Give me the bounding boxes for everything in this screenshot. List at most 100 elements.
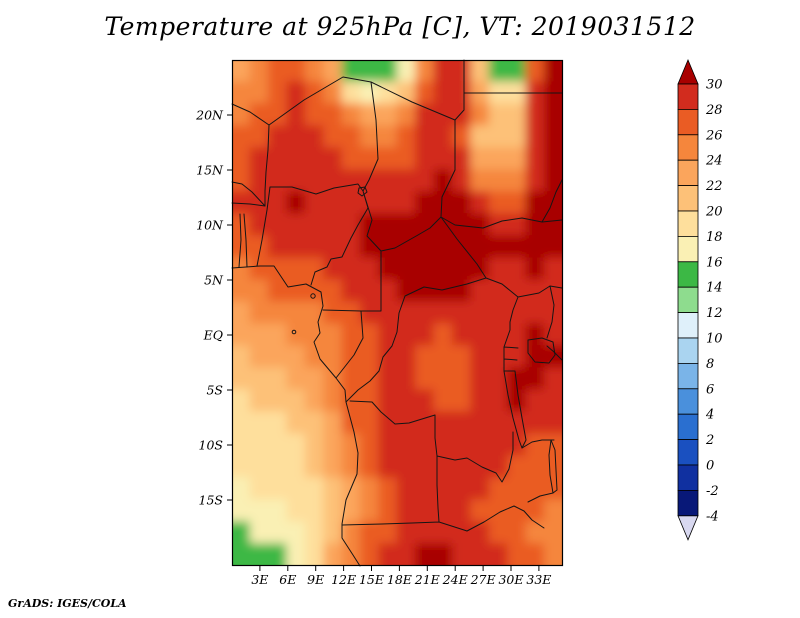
colorbar-label: 20 xyxy=(705,205,723,220)
heatmap-cell xyxy=(470,60,491,83)
map-plot: 20N 15N 10N 5N EQ 5S 10S 15S 3E 6E 9E 12E 15E 18E 21E… xyxy=(195,59,564,587)
heatmap-cell xyxy=(378,389,399,413)
heatmap-cell xyxy=(249,279,270,303)
heatmap-cell xyxy=(451,455,472,479)
heatmap-cell xyxy=(470,477,491,501)
heatmap-cell xyxy=(378,345,399,369)
heatmap-cell xyxy=(360,147,380,171)
heatmap-cell xyxy=(488,499,509,523)
heatmap-cell xyxy=(507,191,527,215)
heatmap-cell xyxy=(304,499,325,523)
heatmap-cell xyxy=(415,147,435,171)
heatmap-cell xyxy=(415,433,435,457)
heatmap-cell xyxy=(323,235,344,259)
heatmap-cell xyxy=(488,521,509,545)
heatmap-cell xyxy=(396,257,417,281)
heatmap-cell xyxy=(396,345,417,369)
heatmap-cell xyxy=(249,125,270,149)
heatmap-cell xyxy=(451,125,472,149)
heatmap-cell xyxy=(304,213,325,237)
colorbar-band xyxy=(677,134,699,161)
heatmap-cell xyxy=(232,433,252,457)
heatmap-cell xyxy=(360,125,380,149)
heatmap-cell xyxy=(323,367,344,391)
heatmap-cell xyxy=(304,301,325,325)
heatmap-cell xyxy=(249,367,270,391)
heatmap-cell xyxy=(232,477,252,501)
heatmap-cell xyxy=(286,499,307,523)
heatmap-cell xyxy=(360,323,380,347)
heatmap-cell xyxy=(304,279,325,303)
heatmap-cell xyxy=(488,323,509,347)
heatmap-cell xyxy=(268,301,288,325)
heatmap-cell xyxy=(543,169,563,193)
heatmap-cell xyxy=(525,543,546,566)
heatmap-cell xyxy=(415,103,435,127)
heatmap-cell xyxy=(507,323,527,347)
heatmap-cell xyxy=(232,125,252,149)
heatmap-cell xyxy=(304,125,325,149)
heatmap-cell xyxy=(341,213,362,237)
heatmap-cell xyxy=(525,191,546,215)
heatmap-cell xyxy=(286,147,307,171)
heatmap-cell xyxy=(378,125,399,149)
heatmap-cell xyxy=(232,257,252,281)
colorbar-label: 24 xyxy=(705,154,723,169)
heatmap-cell xyxy=(323,257,344,281)
colorbar-label: 4 xyxy=(705,408,714,423)
heatmap-cell xyxy=(451,323,472,347)
heatmap-cell xyxy=(507,477,527,501)
colorbar-band xyxy=(677,413,699,441)
heatmap-cell xyxy=(360,521,380,545)
colorbar-label: 10 xyxy=(706,332,723,347)
heatmap-cell xyxy=(249,411,270,435)
heatmap-cell xyxy=(396,279,417,303)
heatmap-cell xyxy=(378,411,399,435)
heatmap-cell xyxy=(543,389,563,413)
colorbar-label: 12 xyxy=(706,306,723,321)
heatmap-cell xyxy=(323,499,344,523)
heatmap-cell xyxy=(360,103,380,127)
heatmap-cell xyxy=(451,81,472,105)
heatmap-cell xyxy=(525,169,546,193)
heatmap-cell xyxy=(268,103,288,127)
heatmap-cell xyxy=(396,60,417,83)
heatmap-cell xyxy=(543,257,563,281)
heatmap-cell xyxy=(341,521,362,545)
heatmap-cell xyxy=(378,521,399,545)
colorbar-top-cap xyxy=(677,58,699,85)
heatmap-cell xyxy=(341,455,362,479)
heatmap-cell xyxy=(470,301,491,325)
map-frame xyxy=(231,59,564,567)
heatmap-cell xyxy=(323,301,344,325)
heatmap-cell xyxy=(507,543,527,566)
heatmap-cell xyxy=(268,323,288,347)
heatmap-cell xyxy=(525,323,546,347)
heatmap-cell xyxy=(543,411,563,435)
heatmap-cell xyxy=(249,389,270,413)
heatmap-cell xyxy=(360,345,380,369)
heatmap-cell xyxy=(360,543,380,566)
heatmap-cell xyxy=(433,147,454,171)
heatmap-cell xyxy=(451,103,472,127)
heatmap-cell xyxy=(543,235,563,259)
heatmap-cell xyxy=(232,60,252,83)
heatmap-cell xyxy=(415,235,435,259)
heatmap-cell xyxy=(323,455,344,479)
heatmap-cell xyxy=(286,367,307,391)
heatmap-cell xyxy=(360,279,380,303)
heatmap-cell xyxy=(286,81,307,105)
heatmap-cell xyxy=(341,257,362,281)
heatmap-cell xyxy=(378,235,399,259)
heatmap-cell xyxy=(488,257,509,281)
heatmap-cell xyxy=(232,323,252,347)
heatmap-cell xyxy=(341,477,362,501)
heatmap-cell xyxy=(543,191,563,215)
heatmap-cell xyxy=(323,543,344,566)
heatmap-cell xyxy=(286,279,307,303)
heatmap-cell xyxy=(360,301,380,325)
heatmap-cell xyxy=(488,235,509,259)
colorbar-band xyxy=(677,337,699,364)
heatmap-cell xyxy=(488,543,509,566)
heatmap-cell xyxy=(525,60,546,83)
